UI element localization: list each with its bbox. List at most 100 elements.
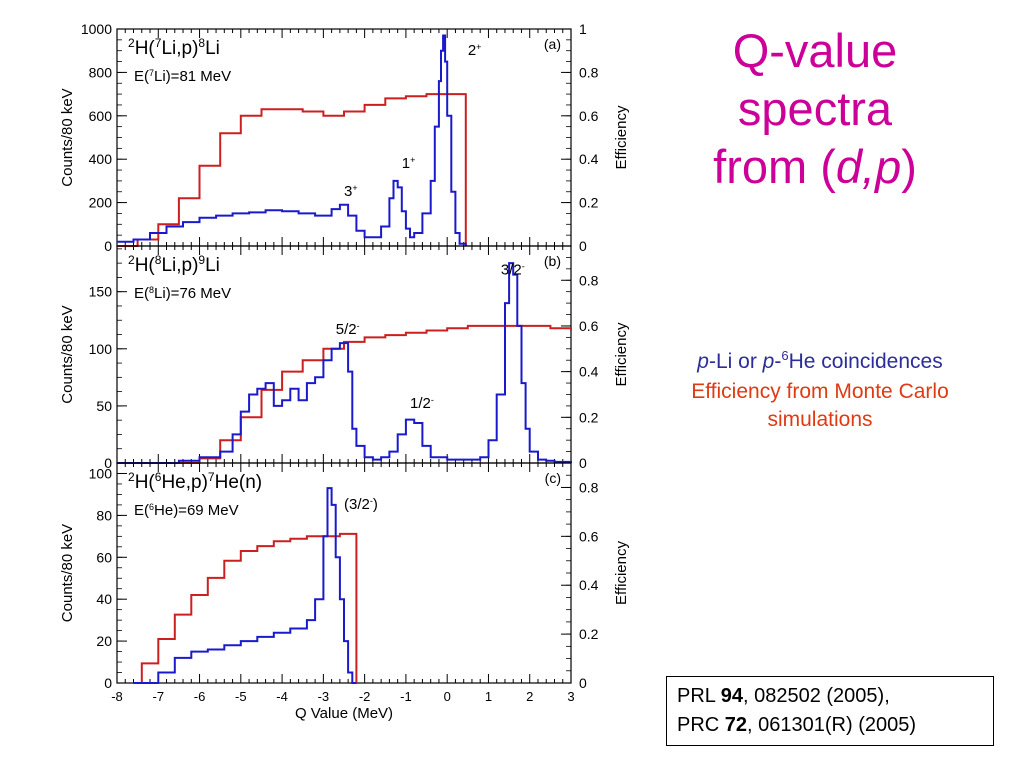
efficiency-note: Efficiency from Monte Carlo simulations <box>691 380 949 431</box>
x-tick-label: -4 <box>276 689 288 704</box>
reaction-label-part: Li,p) <box>161 255 198 276</box>
counts-line <box>117 34 467 246</box>
reaction-label-part: 6 <box>155 470 162 484</box>
reaction-label-part: 8 <box>155 253 162 267</box>
y-right-tick-label: 0.2 <box>579 409 599 425</box>
state-label: 1/2- <box>410 395 434 412</box>
y-tick-label: 400 <box>89 151 113 167</box>
beam-energy-label-part: Li)=76 MeV <box>154 285 231 302</box>
reaction-label-part: 8 <box>198 36 205 50</box>
state-label-part: - <box>357 321 360 331</box>
reaction-label-part: H( <box>135 472 156 493</box>
y-right-axis-label: Efficiency <box>613 322 630 386</box>
y-tick-label: 150 <box>89 284 113 300</box>
state-label: 3+ <box>344 183 358 200</box>
note-end: He coincidences <box>788 350 943 373</box>
y-right-tick-label: 0.2 <box>579 626 599 642</box>
state-label-part: + <box>410 155 415 165</box>
y-right-tick-label: 0 <box>579 238 587 254</box>
beam-energy-label: E(6He)=69 MeV <box>134 502 239 519</box>
state-label-part: 3 <box>344 183 352 200</box>
beam-energy-label-part: E( <box>134 502 149 519</box>
state-label: 1+ <box>402 155 416 172</box>
y-tick-label: 200 <box>89 195 113 211</box>
y-right-tick-label: 0.8 <box>579 272 599 288</box>
y-tick-label: 600 <box>89 108 113 124</box>
reaction-label-part: 2 <box>128 253 135 267</box>
y-right-tick-label: 0.4 <box>579 364 599 380</box>
y-tick-label: 0 <box>104 238 112 254</box>
ref1-vol: 94 <box>720 685 743 707</box>
y-right-tick-label: 0.6 <box>579 528 599 544</box>
y-tick-label: 1000 <box>81 21 112 37</box>
x-tick-label: -6 <box>194 689 206 704</box>
state-label-part: 1 <box>402 155 410 172</box>
state-label-part: + <box>476 42 481 52</box>
state-label: 2+ <box>468 42 482 59</box>
y-axis-label: Counts/80 keV <box>59 524 76 622</box>
y-right-tick-label: 0.8 <box>579 479 599 495</box>
note-sup: 6 <box>781 348 789 363</box>
beam-energy-label: E(8Li)=76 MeV <box>134 285 231 302</box>
beam-energy-label-part: E( <box>134 68 149 85</box>
x-tick-label: -7 <box>152 689 164 704</box>
reaction-label-part: 2 <box>128 36 135 50</box>
panel-tag: (b) <box>544 253 561 269</box>
title-close: ) <box>901 140 917 193</box>
state-label: 5/2- <box>336 321 360 338</box>
y-tick-label: 800 <box>89 64 113 80</box>
state-label: 3/2- <box>501 262 525 279</box>
panel-3: -8 -7 -6 -5 -4 -3 -2 -1 0 1 2 302040608010000.20.40… <box>59 462 630 722</box>
y-tick-label: 40 <box>96 591 112 607</box>
panel-tag: (c) <box>545 470 561 486</box>
ref2-vol: 72 <box>724 714 748 736</box>
x-tick-label: 1 <box>485 689 492 704</box>
state-label-part: 3/2 <box>501 262 522 279</box>
y-right-axis-label: Efficiency <box>613 105 630 169</box>
y-tick-label: 100 <box>89 465 113 481</box>
y-right-tick-label: 0.4 <box>579 151 599 167</box>
x-tick-label: -1 <box>400 689 412 704</box>
y-right-tick-label: 0.8 <box>579 64 599 80</box>
y-right-tick-label: 0.6 <box>579 318 599 334</box>
title-comma: , <box>862 140 876 193</box>
note-mid: -Li or <box>708 350 763 373</box>
counts-line <box>133 487 357 684</box>
y-right-tick-label: 0 <box>579 455 587 471</box>
reference-box: PRL 94, 082502 (2005), PRC 72, 061301(R)… <box>666 676 994 746</box>
y-right-tick-label: 0.6 <box>579 108 599 124</box>
y-right-tick-label: 0.4 <box>579 577 599 593</box>
reaction-label-part: H( <box>135 38 156 59</box>
state-label-part: - <box>431 395 434 405</box>
title-line3: from (d,p) <box>650 138 980 196</box>
beam-energy-label-part: 6 <box>149 502 154 512</box>
state-label-part: - <box>370 496 373 506</box>
panel-1: 0 200 400 600 800 1000 0 0.2 0.4 0.6 0.8 1 Counts/80… <box>59 21 630 254</box>
beam-energy-label: E(7Li)=81 MeV <box>134 68 231 85</box>
state-label-part: (3/2 <box>344 496 370 513</box>
y-tick-label: 0 <box>104 455 112 471</box>
y-tick-label: 20 <box>96 633 112 649</box>
beam-energy-label-part: Li)=81 MeV <box>154 68 231 85</box>
x-tick-label: -8 <box>111 689 123 704</box>
reaction-label-part: He(n) <box>215 472 263 493</box>
title-from: from ( <box>713 140 836 193</box>
y-right-tick-label: 0.2 <box>579 195 599 211</box>
note-p1: p <box>697 350 709 373</box>
state-label-part: 1/2 <box>410 395 431 412</box>
x-tick-label: 2 <box>526 689 533 704</box>
reaction-label-part: Li <box>205 255 220 276</box>
title-line2: spectra <box>737 82 893 135</box>
state-label-part: 2 <box>468 42 476 59</box>
y-tick-label: 60 <box>96 549 112 565</box>
counts-line <box>117 262 572 464</box>
state-label-part: 5/2 <box>336 321 357 338</box>
x-tick-label: 0 <box>444 689 451 704</box>
plot-frame <box>116 28 572 247</box>
x-tick-label: 3 <box>567 689 574 704</box>
y-right-tick-label: 0 <box>579 675 587 691</box>
y-axis-label: Counts/80 keV <box>59 88 76 186</box>
y-tick-label: 50 <box>96 398 112 414</box>
reaction-label-part: 2 <box>128 470 135 484</box>
